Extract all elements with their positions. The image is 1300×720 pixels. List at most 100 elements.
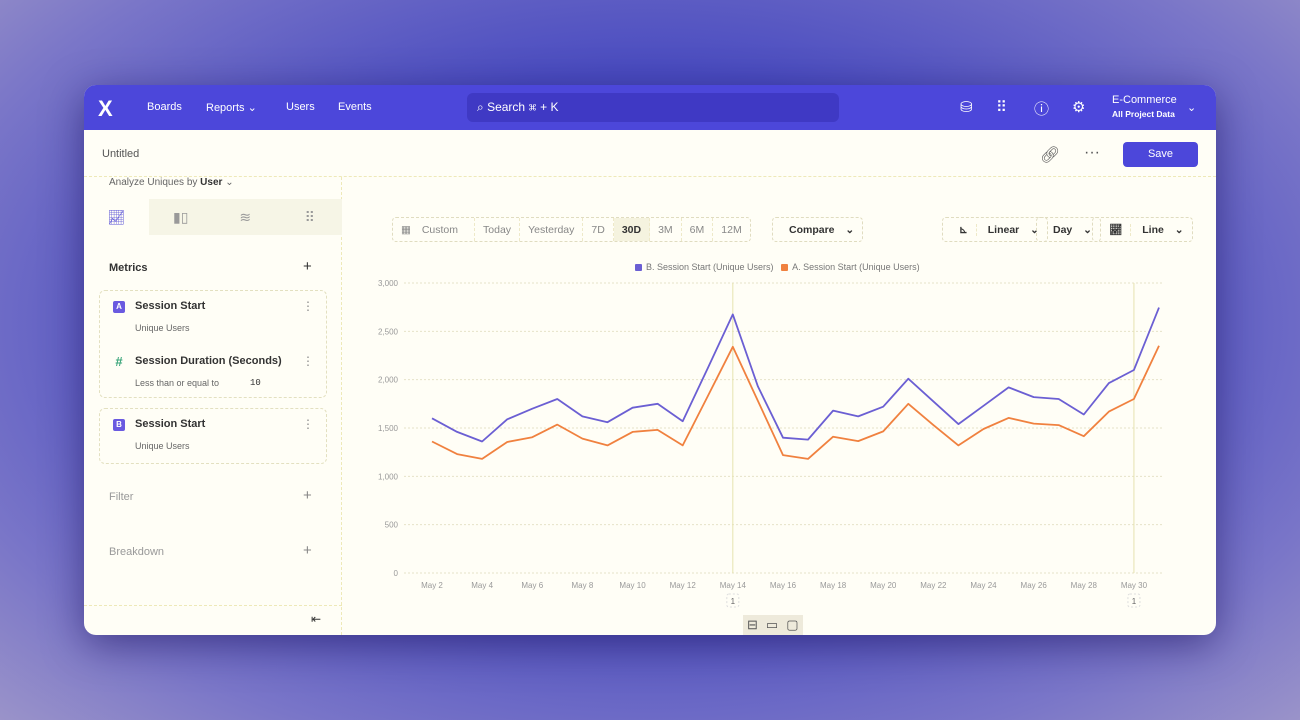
y-tick-label: 1,500 — [378, 424, 399, 433]
data-point — [705, 394, 710, 399]
legend-item-a[interactable]: A. Session Start (Unique Users) — [781, 262, 920, 272]
data-point — [630, 429, 635, 434]
range-30d[interactable]: 30D — [613, 218, 651, 241]
nav-reports[interactable]: Reports ⌄ — [206, 101, 257, 114]
collapse-sidebar-icon[interactable]: ⇤ — [311, 612, 322, 626]
more-icon[interactable]: ··· — [1084, 144, 1100, 161]
data-point — [455, 429, 460, 434]
series-line-a — [431, 345, 1160, 460]
apps-grid-icon[interactable]: ⠿ — [996, 99, 1007, 116]
data-point — [630, 405, 635, 410]
range-7d[interactable]: 7D — [583, 218, 614, 241]
data-point — [530, 435, 535, 440]
x-tick-label: May 18 — [820, 581, 847, 590]
flows-tab-icon[interactable]: ≋ — [213, 199, 278, 235]
data-point — [530, 406, 535, 411]
metric-card-a[interactable]: A Session Start Unique Users ⋮ # Session Dur… — [99, 290, 327, 398]
x-tick-label: May 30 — [1121, 581, 1148, 590]
data-point — [430, 416, 435, 421]
y-tick-label: 0 — [394, 569, 399, 578]
logo[interactable]: X — [98, 96, 113, 121]
more-vertical-icon[interactable]: ⋮ — [302, 354, 314, 368]
database-icon[interactable]: ⛁ — [960, 99, 973, 116]
report-title[interactable]: Untitled — [102, 148, 140, 160]
data-point — [956, 443, 961, 448]
project-name: E-Commerce — [1112, 94, 1177, 106]
custom-date-button[interactable]: ▦ Custom — [393, 218, 476, 241]
data-point — [1006, 385, 1011, 390]
metric-sub: Unique Users — [135, 441, 190, 451]
compare-dropdown[interactable]: Compare ⌄ — [772, 217, 864, 242]
data-point — [455, 452, 460, 457]
search-input[interactable]: ⌕ Search ⌘ + K — [467, 93, 839, 122]
data-point — [480, 439, 485, 444]
search-icon: ⌕ — [477, 100, 484, 114]
nav-reports-label: Reports — [206, 102, 245, 114]
range-yesterday[interactable]: Yesterday — [520, 218, 584, 241]
data-point — [430, 439, 435, 444]
help-icon[interactable]: ⓘ — [1034, 101, 1050, 118]
nav-boards[interactable]: Boards — [147, 101, 182, 113]
add-breakdown-icon[interactable]: + — [303, 542, 312, 559]
data-point — [1081, 412, 1086, 417]
filter-operator: Less than or equal to — [135, 378, 220, 388]
filter-property-name: Session Duration (Seconds) — [135, 355, 282, 367]
interval-dropdown[interactable]: Day ⌄ — [1036, 217, 1101, 242]
add-filter-icon[interactable]: + — [303, 487, 312, 504]
more-vertical-icon[interactable]: ⋮ — [302, 299, 314, 313]
data-point — [1131, 397, 1136, 402]
retention-tab-icon[interactable]: ⠿ — [277, 199, 342, 235]
save-button[interactable]: Save — [1123, 142, 1198, 167]
data-point — [806, 456, 811, 461]
analyze-value: User — [200, 177, 223, 188]
data-point — [1157, 343, 1162, 348]
x-tick-label: May 8 — [572, 581, 594, 590]
metric-badge: A — [113, 301, 125, 313]
data-point — [1056, 423, 1061, 428]
layout-split-icon[interactable]: ⊟ — [747, 617, 758, 632]
metric-name: Session Start — [135, 418, 206, 430]
insights-tab-icon[interactable]: 📈︎ — [84, 199, 149, 235]
nav-users[interactable]: Users — [286, 101, 315, 113]
more-vertical-icon[interactable]: ⋮ — [302, 417, 314, 431]
data-point — [831, 408, 836, 413]
layout-table-icon[interactable]: ▢ — [786, 617, 799, 632]
range-3m[interactable]: 3M — [650, 218, 682, 241]
sidebar: Analyze Uniques by User ⌄ 📈︎ ▮▯ ≋ ⠿ Metr… — [84, 177, 342, 635]
funnels-tab-icon[interactable]: ▮▯ — [148, 199, 213, 235]
range-today[interactable]: Today — [475, 218, 521, 241]
data-point — [906, 401, 911, 406]
chevron-down-icon[interactable]: ⌄ — [1187, 102, 1197, 114]
data-point — [881, 404, 886, 409]
metric-card-b[interactable]: B Session Start Unique Users ⋮ — [99, 408, 327, 464]
layout-chart-icon[interactable]: ▭ — [765, 617, 779, 632]
filter-value[interactable]: 10 — [250, 378, 261, 388]
top-nav: X Boards Reports ⌄ Users Events ⌕ Search… — [84, 85, 1216, 130]
x-tick-label: May 20 — [870, 581, 897, 590]
scale-dropdown[interactable]: ⊾ Linear ⌄ — [942, 217, 1048, 242]
data-point — [831, 434, 836, 439]
data-point — [555, 397, 560, 402]
link-icon[interactable]: 🔗︎ — [1040, 147, 1061, 164]
metric-badge: B — [113, 419, 125, 431]
data-point — [655, 401, 660, 406]
layout-switcher: ⊟ ▭ ▢ — [743, 615, 803, 635]
series-line-b — [431, 307, 1160, 443]
data-point — [956, 422, 961, 427]
analyze-uniques[interactable]: Analyze Uniques by User ⌄ — [109, 177, 234, 188]
data-point — [981, 426, 986, 431]
range-6m[interactable]: 6M — [682, 218, 714, 241]
settings-icon[interactable]: ⚙ — [1072, 99, 1086, 116]
nav-events[interactable]: Events — [338, 101, 372, 113]
chart-type-dropdown[interactable]: 📈︎ Line ⌄ — [1092, 217, 1193, 242]
x-tick-label: May 2 — [421, 581, 443, 590]
add-metric-icon[interactable]: + — [303, 258, 312, 275]
x-tick-label: May 4 — [471, 581, 493, 590]
line-chart-icon: 📈︎ — [1101, 224, 1132, 236]
range-12m[interactable]: 12M — [721, 224, 742, 236]
data-point — [1081, 434, 1086, 439]
compare-label: Compare — [789, 224, 835, 236]
legend-item-b[interactable]: B. Session Start (Unique Users) — [635, 262, 774, 272]
analyze-label: Analyze Uniques by — [109, 177, 198, 188]
project-selector[interactable]: E-Commerce All Project Data — [1112, 94, 1177, 119]
